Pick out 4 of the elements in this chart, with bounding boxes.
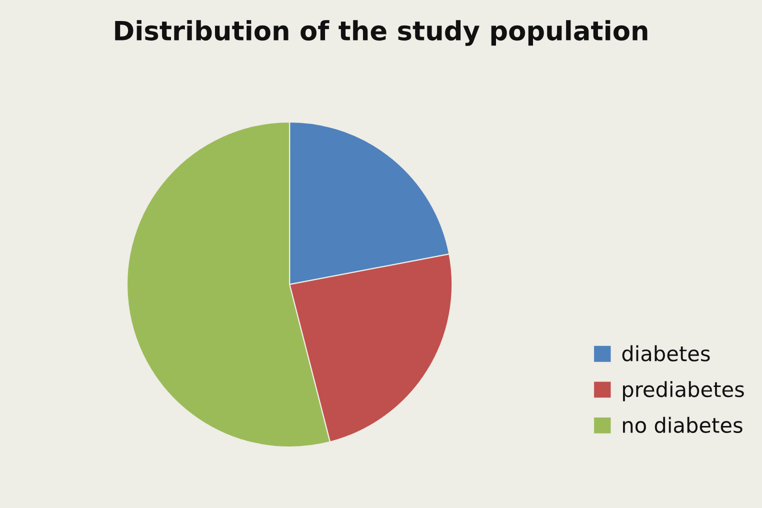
legend-label: no diabetes <box>623 416 742 433</box>
chart-title: Distribution of the study population <box>115 20 648 46</box>
legend-label: prediabetes <box>623 381 744 402</box>
legend-label: diabetes <box>622 345 710 362</box>
